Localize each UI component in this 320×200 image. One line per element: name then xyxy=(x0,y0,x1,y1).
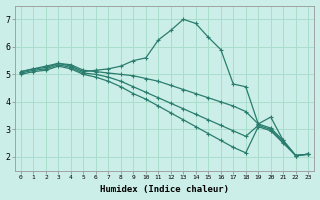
X-axis label: Humidex (Indice chaleur): Humidex (Indice chaleur) xyxy=(100,185,229,194)
